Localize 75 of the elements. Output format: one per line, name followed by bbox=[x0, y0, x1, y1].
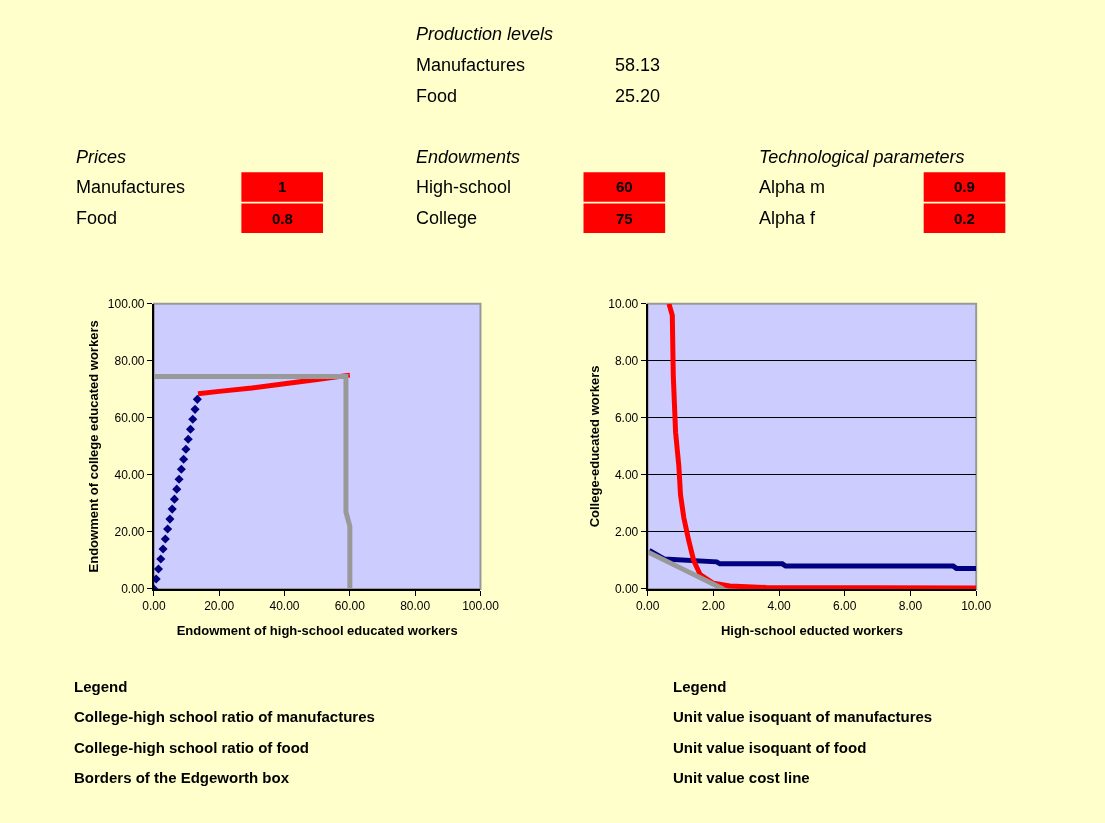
text: 0.2 bbox=[954, 210, 975, 227]
text: Legend bbox=[673, 678, 727, 695]
text: Prices bbox=[76, 147, 127, 167]
y-tick-label: 0.00 bbox=[121, 582, 145, 597]
x-tick-label: 100.00 bbox=[462, 599, 500, 614]
point bbox=[167, 504, 177, 514]
text: Manufactures bbox=[76, 177, 186, 197]
point bbox=[183, 434, 193, 444]
text: Manufactures bbox=[416, 55, 526, 75]
point bbox=[156, 554, 166, 564]
x-tick-label: 20.00 bbox=[204, 599, 235, 614]
x-tick-label: 40.00 bbox=[269, 599, 300, 614]
y-tick-label: 60.00 bbox=[114, 411, 145, 426]
point bbox=[176, 464, 186, 474]
text: Alpha m bbox=[759, 177, 826, 197]
text: 0.8 bbox=[272, 210, 293, 227]
y-tick-label: 4.00 bbox=[614, 468, 639, 483]
text: 0.9 bbox=[954, 178, 975, 195]
text: College-high school ratio of manufactures bbox=[74, 708, 375, 725]
point bbox=[163, 524, 173, 534]
text: Production levels bbox=[416, 24, 554, 44]
y-tick-label: 6.00 bbox=[614, 411, 639, 426]
y-tick-label: 8.00 bbox=[614, 354, 639, 369]
y-tick-label: 0.00 bbox=[614, 582, 639, 597]
text: High-school bbox=[416, 177, 512, 197]
y-axis-title: College-educated workers bbox=[586, 365, 602, 528]
text: Unit value isoquant of manufactures bbox=[673, 708, 933, 725]
text: Alpha f bbox=[759, 208, 817, 228]
y-tick-label: 10.00 bbox=[608, 297, 639, 312]
x-tick-label: 10.00 bbox=[961, 599, 992, 614]
text: 25.20 bbox=[615, 86, 661, 106]
text: Technological parameters bbox=[759, 147, 965, 167]
text: Food bbox=[416, 86, 458, 106]
text: Legend bbox=[74, 678, 128, 695]
text: 58.13 bbox=[615, 55, 661, 75]
x-tick-label: 80.00 bbox=[400, 599, 431, 614]
text: Unit value cost line bbox=[673, 769, 810, 786]
y-tick-label: 80.00 bbox=[114, 354, 145, 369]
x-tick-label: 2.00 bbox=[701, 599, 726, 614]
text: College-high school ratio of food bbox=[74, 739, 309, 756]
point bbox=[165, 514, 175, 524]
text: 75 bbox=[616, 210, 633, 227]
text: Borders of the Edgeworth box bbox=[74, 769, 290, 786]
x-tick-label: 60.00 bbox=[334, 599, 366, 614]
x-axis-title: Endowment of high-school educated workers bbox=[176, 623, 458, 639]
text: College bbox=[416, 208, 478, 228]
point bbox=[192, 394, 202, 404]
point bbox=[179, 454, 189, 464]
text: 60 bbox=[616, 178, 633, 195]
y-tick-label: 100.00 bbox=[107, 297, 145, 312]
point bbox=[153, 564, 164, 574]
point bbox=[172, 484, 182, 494]
x-tick-label: 4.00 bbox=[767, 599, 792, 614]
point bbox=[160, 534, 170, 544]
point bbox=[185, 424, 196, 434]
x-tick-label: 6.00 bbox=[833, 599, 857, 614]
point bbox=[158, 544, 168, 554]
x-tick-label: 0.00 bbox=[635, 599, 660, 614]
x-tick-label: 8.00 bbox=[898, 599, 923, 614]
point bbox=[169, 494, 180, 504]
y-tick-label: 2.00 bbox=[614, 525, 639, 540]
y-tick-label: 40.00 bbox=[114, 468, 145, 483]
point bbox=[181, 444, 191, 454]
text: 1 bbox=[278, 178, 287, 195]
x-axis-title: High-school educted workers bbox=[720, 623, 903, 639]
point bbox=[190, 404, 200, 414]
x-tick-label: 0.00 bbox=[142, 599, 166, 614]
point bbox=[174, 474, 184, 484]
text: Food bbox=[76, 208, 118, 228]
text: Endowments bbox=[416, 147, 521, 167]
text: Unit value isoquant of food bbox=[673, 739, 867, 756]
point bbox=[188, 414, 198, 424]
y-axis-title: Endowment of college educated workers bbox=[86, 320, 102, 573]
point bbox=[153, 574, 161, 584]
y-tick-label: 20.00 bbox=[114, 525, 145, 540]
